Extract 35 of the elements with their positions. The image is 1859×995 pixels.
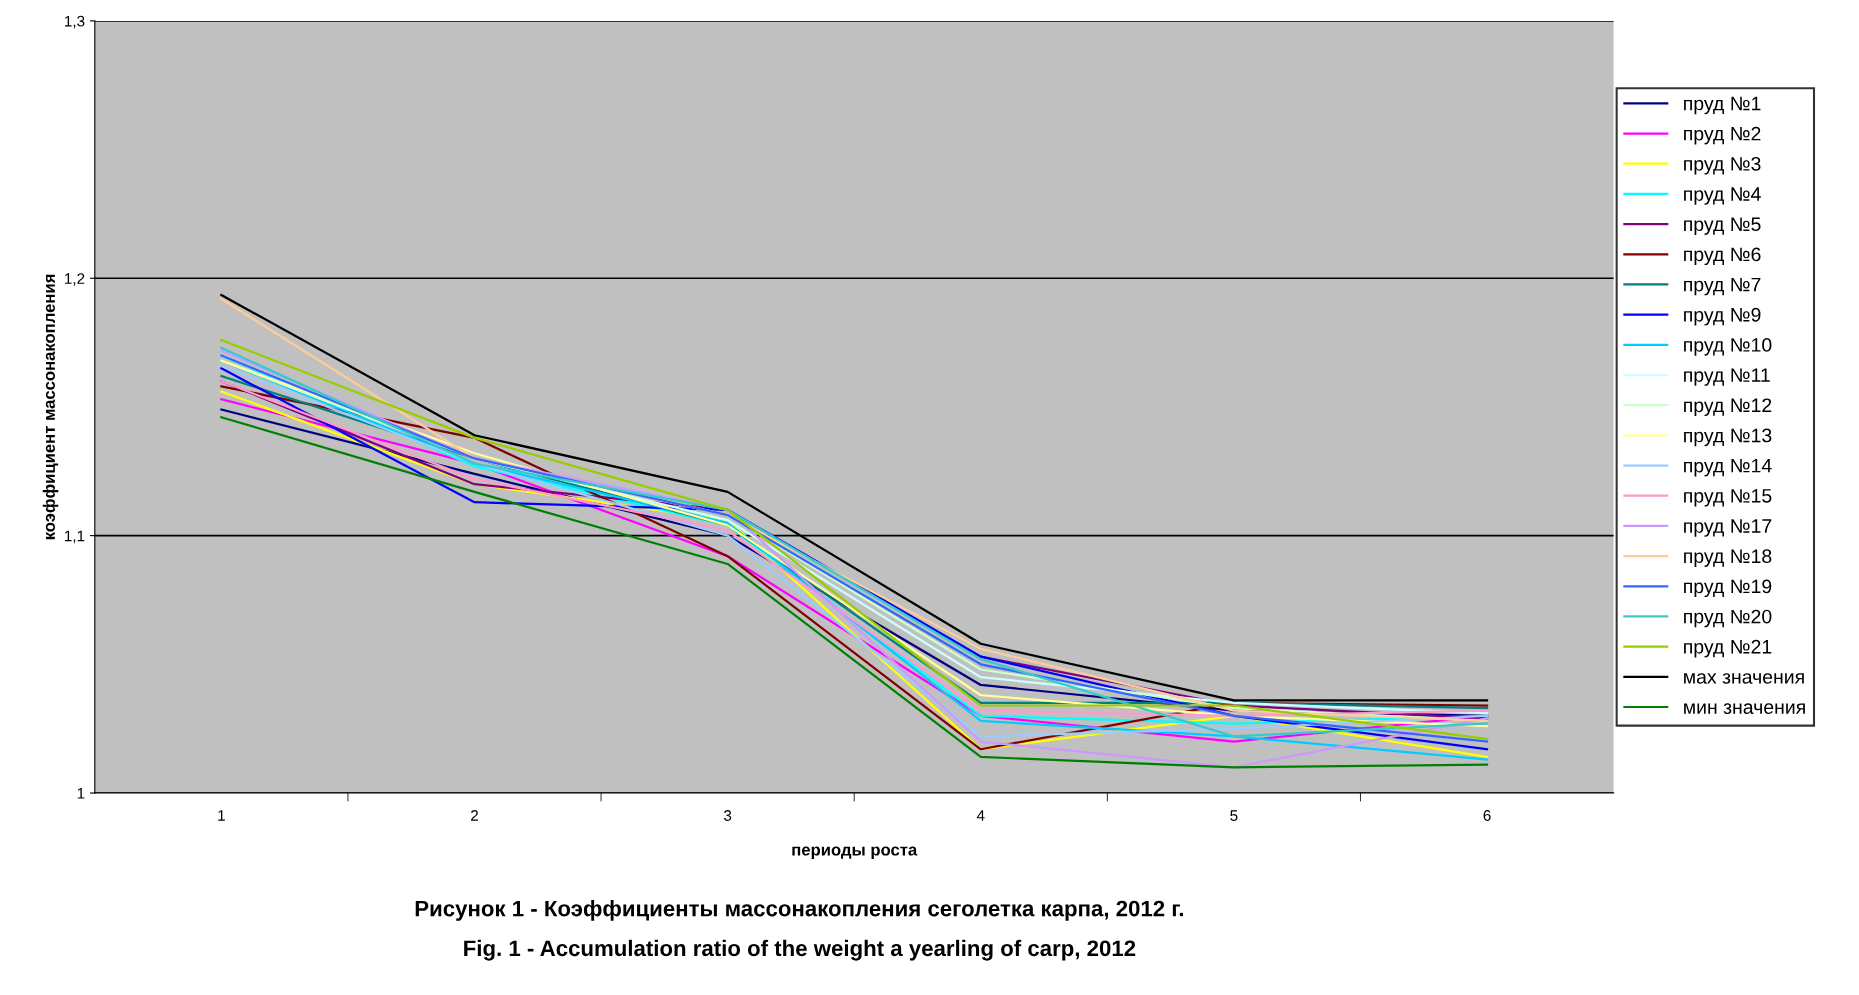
legend-label: пруд №19 <box>1684 579 1772 598</box>
legend-label: пруд №13 <box>1684 428 1772 447</box>
legend-label: пруд №4 <box>1684 187 1761 205</box>
legend-label: пруд №7 <box>1684 277 1761 296</box>
y-axis-title: коэффициент массонакопления <box>42 274 59 540</box>
x-tick-label: 2 <box>471 810 478 821</box>
y-tick-label: 1 <box>77 788 85 799</box>
legend-label: пруд №10 <box>1684 338 1772 356</box>
x-tick-label: 6 <box>1483 810 1491 821</box>
legend-label: пруд №2 <box>1684 126 1761 145</box>
x-axis-title: периоды роста <box>792 846 918 859</box>
legend-label: пруд №14 <box>1684 458 1772 477</box>
legend-label: пруд №6 <box>1684 247 1761 266</box>
legend-label: пруд №18 <box>1684 549 1772 567</box>
legend-label: пруд №20 <box>1684 609 1772 628</box>
legend-label: мин значения <box>1684 703 1805 714</box>
legend-label: пруд №17 <box>1684 519 1772 537</box>
y-tick-label: 1,2 <box>65 273 85 286</box>
legend-label: пруд №9 <box>1684 307 1761 326</box>
caption: Fig. 1 - Accumulation ratio of the weight a yearling of carp, 2012 <box>464 939 1136 961</box>
legend-label: пруд №12 <box>1684 398 1772 417</box>
x-tick-label: 3 <box>723 810 732 821</box>
legend-label: пруд №1 <box>1684 96 1761 115</box>
legend-label: пруд №3 <box>1684 156 1761 175</box>
legend-label: пруд №21 <box>1684 639 1772 658</box>
text: Рисунок 1 - Коэффициенты массонакопления сеголетка карпа, 2012 г. <box>415 900 1183 921</box>
legend-label: мах значения <box>1684 673 1804 684</box>
legend-label: пруд №15 <box>1684 489 1772 507</box>
x-tick-label: 5 <box>1230 810 1238 821</box>
legend-label: пруд №11 <box>1684 368 1770 386</box>
y-tick-label: 1,1 <box>65 530 85 544</box>
legend-label: пруд №5 <box>1684 217 1761 235</box>
y-tick-label: 1,3 <box>65 15 85 29</box>
x-tick-label: 4 <box>976 810 985 821</box>
x-tick-label: 1 <box>218 810 225 821</box>
